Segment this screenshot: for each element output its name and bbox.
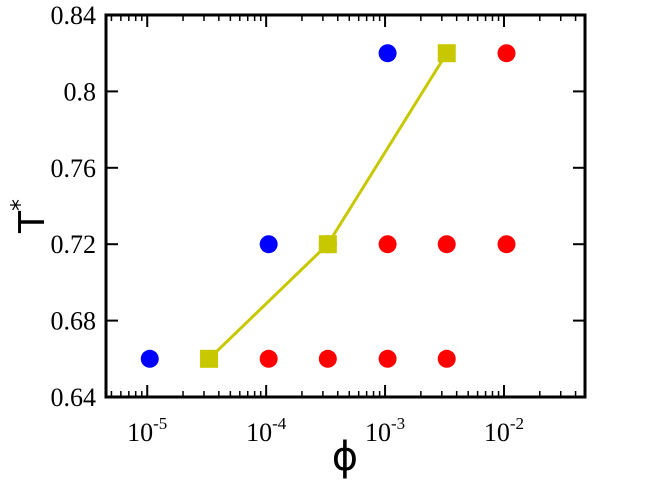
y-tick-label: 0.68 (51, 307, 97, 336)
x-tick-label: 10-3 (365, 414, 405, 447)
y-axis-label: T* (6, 199, 53, 234)
circle-marker (259, 349, 278, 368)
x-tick-label-base: 10 (246, 418, 272, 447)
circle-marker (259, 235, 278, 254)
y-tick-label: 0.76 (51, 154, 97, 183)
circle-marker (497, 44, 516, 63)
labels-layer: ϕ T* (6, 199, 358, 480)
y-tick-label: 0.84 (51, 1, 97, 30)
ticks-layer: 10-5 10-4 10-3 10-20.640.680.720.760.80.84 (51, 1, 585, 447)
circle-marker (378, 235, 397, 254)
x-tick-label-base: 10 (365, 418, 391, 447)
circle-marker (378, 349, 397, 368)
marks-layer (140, 44, 516, 368)
x-tick-label: 10-4 (246, 414, 287, 447)
plot-frame (104, 13, 587, 399)
y-tick-label: 0.8 (64, 77, 97, 106)
x-tick-label-base: 10 (127, 418, 153, 447)
y-tick-label: 0.64 (51, 383, 97, 412)
circle-marker (437, 349, 456, 368)
series-line (208, 52, 449, 360)
y-axis-label-main: T (12, 210, 53, 234)
x-axis-label: ϕ (332, 434, 358, 480)
circle-marker (497, 235, 516, 254)
x-tick-label: 10-5 (127, 414, 167, 447)
y-axis-label-superscript: * (6, 199, 34, 211)
y-tick-label: 0.72 (51, 230, 97, 259)
x-tick-label-exponent: -5 (153, 414, 167, 433)
circle-marker (378, 44, 397, 63)
square-marker (318, 235, 337, 254)
x-tick-label-exponent: -2 (510, 414, 524, 433)
x-tick-label-exponent: -4 (272, 414, 287, 433)
square-marker (200, 349, 219, 368)
x-tick-label-base: 10 (484, 418, 510, 447)
circle-marker (140, 349, 159, 368)
x-tick-label-exponent: -3 (391, 414, 405, 433)
square-marker (437, 44, 456, 63)
x-tick-label: 10-2 (484, 414, 524, 447)
circle-marker (437, 235, 456, 254)
circle-marker (318, 349, 337, 368)
